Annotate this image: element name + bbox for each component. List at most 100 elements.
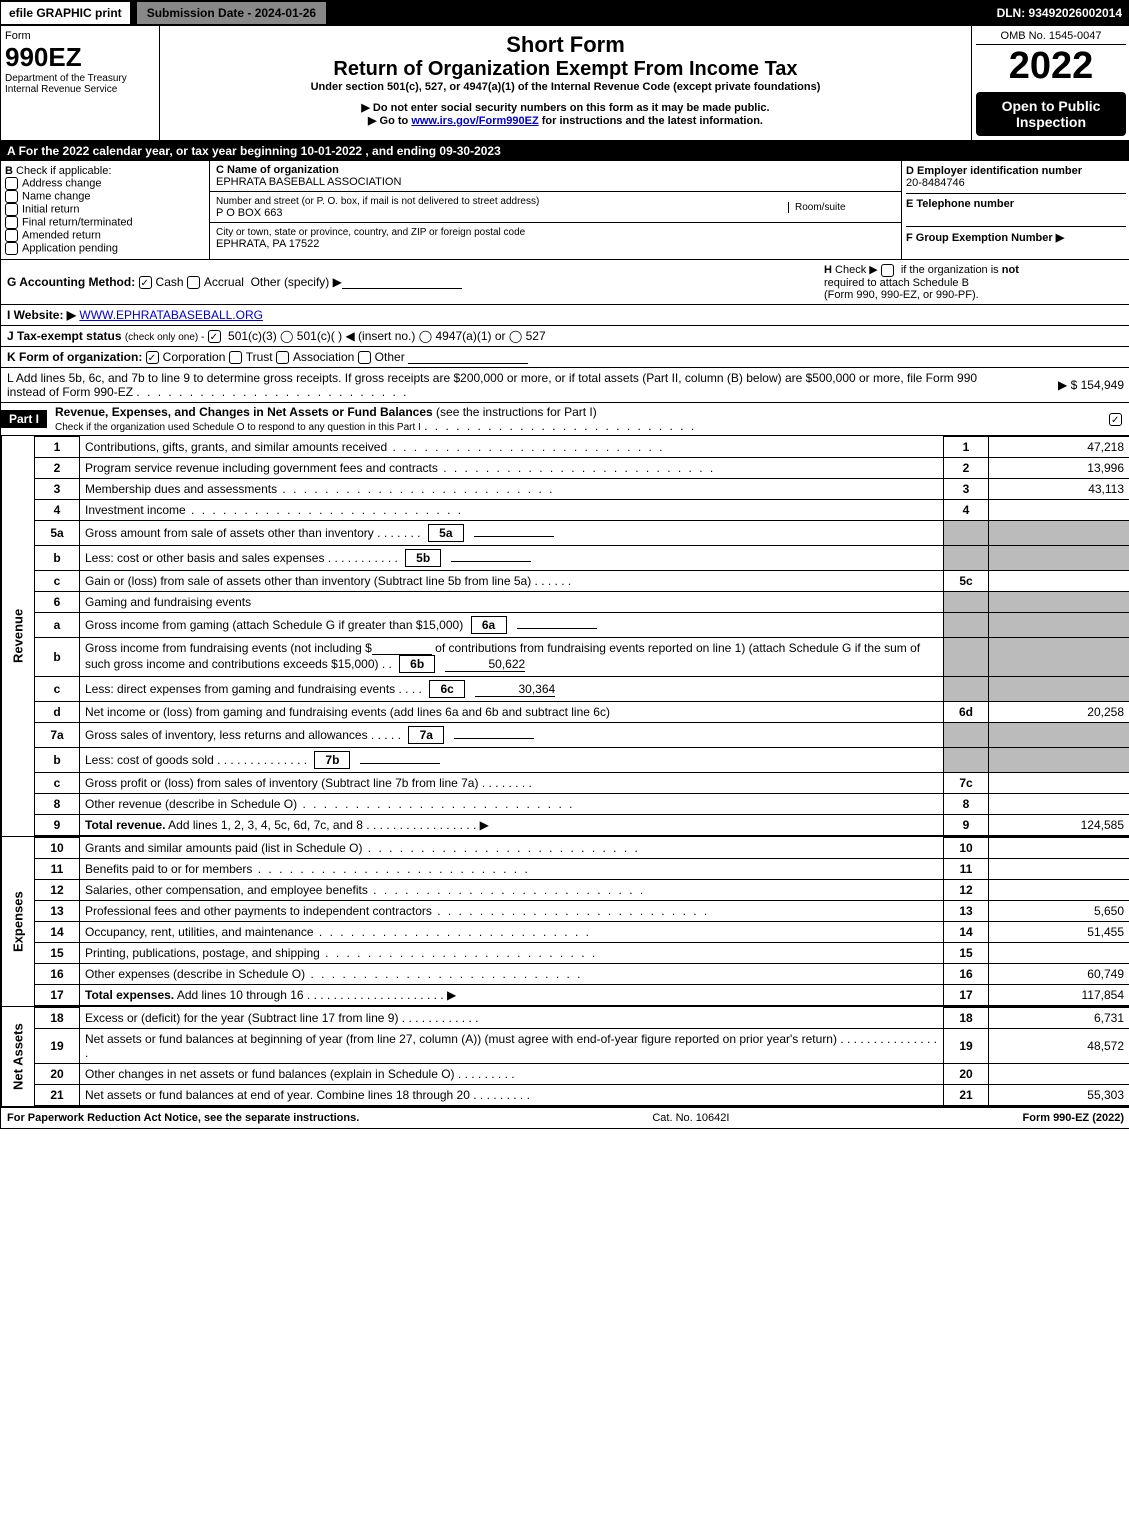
expenses-block: Expenses 10Grants and similar amounts pa… (1, 837, 1129, 1007)
ln-17-num: 17 (35, 985, 80, 1006)
side-expenses: Expenses (1, 837, 34, 1006)
l-dots (136, 385, 408, 399)
ln-9-box: 9 (944, 815, 989, 836)
ln-6a-num: a (35, 613, 80, 638)
box-5a: 5a (428, 524, 464, 542)
ln-5b-grey (944, 546, 989, 571)
table-row: 7aGross sales of inventory, less returns… (35, 723, 1129, 748)
checkbox-schedule-o[interactable] (1109, 413, 1122, 426)
ln-9-val: 124,585 (989, 815, 1129, 836)
note-ssn: ▶ Do not enter social security numbers o… (166, 101, 965, 114)
val-6b: 50,622 (445, 657, 525, 672)
g-label: G Accounting Method: (7, 275, 135, 289)
ln-5a-num: 5a (35, 521, 80, 546)
ln-11-desc: Benefits paid to or for members (80, 859, 944, 880)
checkbox-application-pending[interactable] (5, 242, 18, 255)
checkbox-amended-return[interactable] (5, 229, 18, 242)
b-label: Check if applicable: (16, 165, 111, 177)
ln-8-num: 8 (35, 794, 80, 815)
ln-11-val (989, 859, 1129, 880)
ln-6a-grey (944, 613, 989, 638)
efile-print-button[interactable]: efile GRAPHIC print (1, 2, 132, 24)
form-header: Form 990EZ Department of the Treasury In… (1, 26, 1129, 141)
ln-8-desc: Other revenue (describe in Schedule O) (80, 794, 944, 815)
ln-13-desc: Professional fees and other payments to … (80, 901, 944, 922)
part-i-sub: (see the instructions for Part I) (436, 405, 597, 419)
val-5a (474, 536, 554, 537)
box-7a: 7a (408, 726, 444, 744)
table-row: cLess: direct expenses from gaming and f… (35, 677, 1129, 702)
table-row: 17Total expenses. Add lines 10 through 1… (35, 985, 1129, 1006)
ln-7a-greyval (989, 723, 1129, 748)
ln-21-num: 21 (35, 1085, 80, 1106)
h-text3: required to attach Schedule B (824, 277, 969, 289)
col-c: C Name of organization EPHRATA BASEBALL … (210, 161, 902, 259)
ln-4-box: 4 (944, 500, 989, 521)
checkbox-other[interactable] (358, 351, 371, 364)
checkbox-name-change[interactable] (5, 190, 18, 203)
under-section: Under section 501(c), 527, or 4947(a)(1)… (166, 81, 965, 93)
val-5b (451, 561, 531, 562)
ln-19-desc: Net assets or fund balances at beginning… (80, 1029, 944, 1064)
table-row: 5aGross amount from sale of assets other… (35, 521, 1129, 546)
street-value: P O BOX 663 (216, 207, 282, 219)
table-row: dNet income or (loss) from gaming and fu… (35, 702, 1129, 723)
part-i-dots (424, 419, 696, 433)
ln-5b-num: b (35, 546, 80, 571)
table-row: 8Other revenue (describe in Schedule O)8 (35, 794, 1129, 815)
opt-amended: Amended return (22, 229, 101, 241)
ln-15-num: 15 (35, 943, 80, 964)
irs-link[interactable]: www.irs.gov/Form990EZ (411, 115, 538, 127)
l-value: ▶ $ 154,949 (1014, 378, 1124, 392)
checkbox-501c3[interactable] (208, 330, 221, 343)
street-label: Number and street (or P. O. box, if mail… (216, 196, 539, 207)
ln-6-greyval (989, 592, 1129, 613)
checkbox-final-return[interactable] (5, 216, 18, 229)
ln-5a-grey (944, 521, 989, 546)
h-text1: Check ▶ (835, 264, 878, 276)
checkbox-trust[interactable] (229, 351, 242, 364)
ln-7c-num: c (35, 773, 80, 794)
ln-7b-desc: Less: cost of goods sold . . . . . . . .… (80, 748, 944, 773)
checkbox-corp[interactable] (146, 351, 159, 364)
box-7b: 7b (314, 751, 350, 769)
checkbox-accrual[interactable] (187, 276, 200, 289)
ln-5a-greyval (989, 521, 1129, 546)
checkbox-address-change[interactable] (5, 177, 18, 190)
ln-16-box: 16 (944, 964, 989, 985)
ln-3-desc: Membership dues and assessments (80, 479, 944, 500)
ln-6-num: 6 (35, 592, 80, 613)
opt-final: Final return/terminated (22, 216, 133, 228)
ln-21-desc: Net assets or fund balances at end of ye… (80, 1085, 944, 1106)
g-cash: Cash (156, 275, 184, 289)
ln-10-val (989, 838, 1129, 859)
h-not: not (1002, 264, 1019, 276)
table-row: 20Other changes in net assets or fund ba… (35, 1064, 1129, 1085)
website-link[interactable]: WWW.EPHRATABASEBALL.ORG (79, 308, 263, 322)
part-i-label: Part I (1, 410, 47, 428)
ln-12-num: 12 (35, 880, 80, 901)
ln-1-desc: Contributions, gifts, grants, and simila… (80, 437, 944, 458)
revenue-table: 1Contributions, gifts, grants, and simil… (34, 436, 1129, 836)
table-row: cGain or (loss) from sale of assets othe… (35, 571, 1129, 592)
checkbox-initial-return[interactable] (5, 203, 18, 216)
revenue-block: Revenue 1Contributions, gifts, grants, a… (1, 436, 1129, 837)
ln-4-num: 4 (35, 500, 80, 521)
ln-9-num: 9 (35, 815, 80, 836)
ln-1-num: 1 (35, 437, 80, 458)
ln-6a-desc: Gross income from gaming (attach Schedul… (80, 613, 944, 638)
ln-8-val (989, 794, 1129, 815)
ln-7c-desc: Gross profit or (loss) from sales of inv… (80, 773, 944, 794)
ln-14-num: 14 (35, 922, 80, 943)
header-right: OMB No. 1545-0047 2022 Open to Public In… (971, 26, 1129, 140)
ln-2-box: 2 (944, 458, 989, 479)
checkbox-h[interactable] (881, 264, 894, 277)
j-opts: 501(c)(3) ◯ 501(c)( ) ◀ (insert no.) ◯ 4… (228, 329, 546, 343)
checkbox-cash[interactable] (139, 276, 152, 289)
ln-7b-num: b (35, 748, 80, 773)
table-row: 11Benefits paid to or for members11 (35, 859, 1129, 880)
submission-date-button[interactable]: Submission Date - 2024-01-26 (136, 1, 327, 25)
ln-19-num: 19 (35, 1029, 80, 1064)
ln-12-val (989, 880, 1129, 901)
checkbox-assoc[interactable] (276, 351, 289, 364)
